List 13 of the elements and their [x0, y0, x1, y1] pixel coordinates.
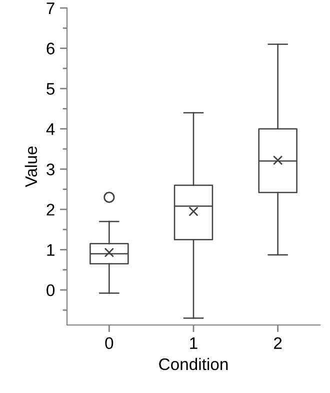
y-tick-label: 4 — [46, 123, 55, 135]
y-tick-label: 0 — [46, 284, 55, 296]
y-tick-label: 7 — [46, 2, 54, 14]
y-tick-label: 1 — [47, 244, 54, 256]
y-tick-label: 6 — [46, 42, 54, 54]
y-axis-title: Value — [24, 146, 38, 188]
x-tick-label: 0 — [105, 337, 114, 350]
y-tick-label: 5 — [46, 83, 54, 95]
x-axis-title: Condition — [159, 358, 228, 370]
y-tick-label: 2 — [46, 204, 54, 216]
x-tick-label: 1 — [190, 337, 198, 349]
x-tick-label: 2 — [274, 337, 282, 349]
y-tick-label: 3 — [46, 164, 54, 176]
